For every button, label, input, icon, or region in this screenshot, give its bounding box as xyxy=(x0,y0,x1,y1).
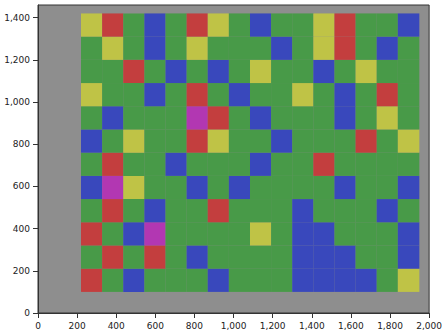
svg-text:400: 400 xyxy=(13,224,30,234)
svg-text:600: 600 xyxy=(13,181,30,191)
svg-text:800: 800 xyxy=(186,321,203,331)
svg-text:1,000: 1,000 xyxy=(221,321,247,331)
svg-text:600: 600 xyxy=(147,321,164,331)
svg-text:1,600: 1,600 xyxy=(338,321,364,331)
svg-text:800: 800 xyxy=(13,139,30,149)
svg-text:1,200: 1,200 xyxy=(4,55,30,65)
svg-text:1,800: 1,800 xyxy=(377,321,403,331)
svg-text:0: 0 xyxy=(24,308,30,318)
svg-text:400: 400 xyxy=(108,321,125,331)
svg-text:1,400: 1,400 xyxy=(4,13,30,23)
svg-text:1,000: 1,000 xyxy=(4,97,30,107)
svg-text:0: 0 xyxy=(35,321,41,331)
svg-text:2,000: 2,000 xyxy=(416,321,442,331)
svg-text:1,200: 1,200 xyxy=(260,321,286,331)
svg-text:200: 200 xyxy=(13,266,30,276)
svg-text:1,400: 1,400 xyxy=(299,321,325,331)
svg-text:200: 200 xyxy=(69,321,86,331)
